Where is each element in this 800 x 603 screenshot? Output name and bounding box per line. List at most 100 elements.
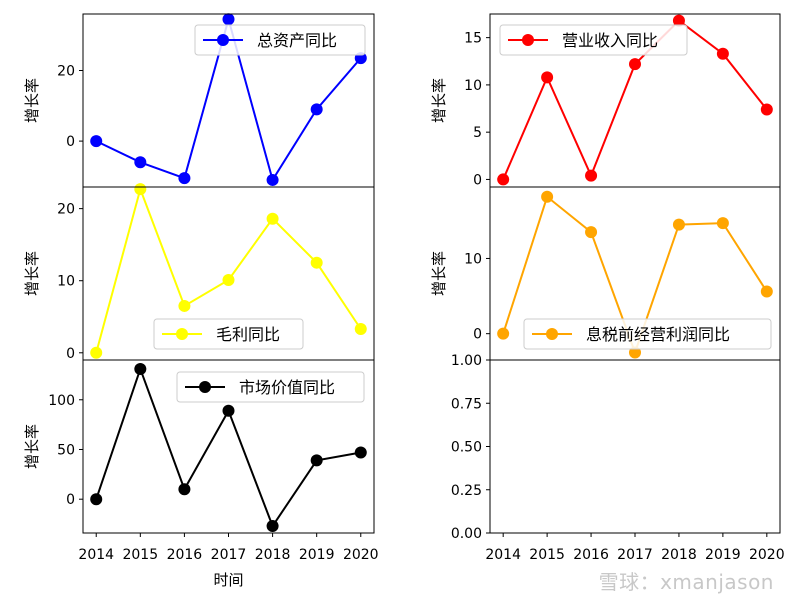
legend-box bbox=[523, 318, 772, 350]
y-tick-label: 0 bbox=[473, 172, 482, 188]
legend: 毛利同比 bbox=[153, 318, 304, 350]
data-point bbox=[134, 362, 147, 375]
legend-box bbox=[176, 371, 365, 403]
panel-1: 0 20 增长率 总资产同比 bbox=[23, 13, 375, 188]
data-point bbox=[134, 183, 147, 196]
data-point bbox=[310, 256, 323, 269]
y-tick-label: 0 bbox=[66, 134, 75, 150]
data-point bbox=[716, 47, 729, 60]
x-tick-label: 2016 bbox=[573, 547, 609, 563]
data-point bbox=[222, 404, 235, 417]
y-axis-label: 增长率 bbox=[23, 424, 41, 469]
x-tick-label: 2015 bbox=[122, 547, 158, 563]
y-tick-label: 20 bbox=[57, 63, 75, 79]
legend-marker bbox=[217, 34, 229, 46]
data-point bbox=[672, 14, 685, 27]
y-tick-label: 10 bbox=[464, 251, 482, 267]
y-tick-label: 100 bbox=[48, 393, 75, 409]
data-point bbox=[672, 218, 685, 231]
legend-box bbox=[194, 24, 366, 56]
data-point bbox=[310, 454, 323, 467]
data-point bbox=[178, 299, 191, 312]
x-tick-label: 2016 bbox=[167, 547, 203, 563]
y-tick-label: 1.00 bbox=[451, 353, 482, 369]
panel-2: 0 5 10 15 增长率 营业收入同比 bbox=[430, 13, 781, 188]
y-tick-label: 10 bbox=[57, 274, 75, 290]
y-axis-label: 增长率 bbox=[23, 78, 41, 123]
data-point bbox=[266, 212, 279, 225]
x-tick-label: 2019 bbox=[705, 547, 741, 563]
data-point bbox=[134, 156, 147, 169]
data-point bbox=[760, 103, 773, 116]
legend-label: 市场价值同比 bbox=[239, 378, 335, 397]
x-tick-label: 2018 bbox=[255, 547, 291, 563]
x-tick-label: 2014 bbox=[78, 547, 114, 563]
y-tick-label: 0 bbox=[66, 492, 75, 508]
y-tick-label: 15 bbox=[464, 31, 482, 47]
legend-box bbox=[499, 24, 688, 56]
legend-label: 总资产同比 bbox=[257, 31, 337, 50]
legend-label: 息税前经营利润同比 bbox=[586, 325, 730, 344]
data-point bbox=[585, 169, 598, 182]
data-point bbox=[178, 483, 191, 496]
legend-marker bbox=[199, 381, 211, 393]
y-axis-label: 增长率 bbox=[430, 251, 448, 296]
data-point bbox=[90, 346, 103, 359]
y-tick-label: 0.25 bbox=[451, 483, 482, 499]
legend-label: 毛利同比 bbox=[216, 325, 280, 344]
x-tick-label: 2019 bbox=[299, 547, 335, 563]
x-tick-label: 2020 bbox=[343, 547, 379, 563]
y-tick-label: 50 bbox=[57, 442, 75, 458]
data-point bbox=[178, 172, 191, 185]
data-point bbox=[90, 135, 103, 148]
axes-frame bbox=[489, 359, 781, 534]
y-axis-label: 增长率 bbox=[430, 78, 448, 123]
data-point bbox=[716, 217, 729, 230]
data-point bbox=[266, 520, 279, 533]
watermark: 雪球：xmanjason bbox=[598, 570, 774, 594]
axes-frame bbox=[82, 359, 375, 534]
legend: 营业收入同比 bbox=[499, 24, 688, 56]
x-axis-label: 时间 bbox=[213, 571, 243, 589]
y-tick-label: 0 bbox=[473, 327, 482, 343]
y-axis-label: 增长率 bbox=[23, 251, 41, 296]
x-tick-label: 2018 bbox=[661, 547, 697, 563]
legend: 市场价值同比 bbox=[176, 371, 365, 403]
data-point bbox=[266, 173, 279, 186]
legend-box bbox=[153, 318, 304, 350]
legend-marker bbox=[522, 34, 534, 46]
x-tick-label: 2020 bbox=[749, 547, 785, 563]
data-point bbox=[541, 71, 554, 84]
data-point bbox=[222, 13, 235, 26]
data-point bbox=[497, 173, 510, 186]
y-tick-label: 0.50 bbox=[451, 440, 482, 456]
data-point bbox=[354, 446, 367, 459]
panel-6: 0.00 0.25 0.50 0.75 1.00 2014 2015 2016 2017 2018… bbox=[451, 353, 785, 563]
x-tick-label: 2017 bbox=[617, 547, 653, 563]
legend: 总资产同比 bbox=[194, 24, 366, 56]
x-tick-label: 2017 bbox=[211, 547, 247, 563]
data-point bbox=[310, 103, 323, 116]
y-tick-label: 0 bbox=[66, 346, 75, 362]
y-tick-label: 20 bbox=[57, 202, 75, 218]
data-point bbox=[90, 493, 103, 506]
data-point bbox=[222, 273, 235, 286]
y-tick-label: 0.75 bbox=[451, 396, 482, 412]
y-tick-label: 5 bbox=[473, 125, 482, 141]
legend: 息税前经营利润同比 bbox=[523, 318, 772, 350]
legend-marker bbox=[176, 328, 188, 340]
x-tick-label: 2015 bbox=[529, 547, 565, 563]
legend-label: 营业收入同比 bbox=[562, 31, 658, 50]
y-tick-label: 10 bbox=[464, 78, 482, 94]
data-point bbox=[541, 190, 554, 203]
data-point bbox=[354, 323, 367, 336]
data-point bbox=[629, 58, 641, 71]
y-tick-label: 0.00 bbox=[451, 526, 482, 542]
data-point bbox=[497, 327, 510, 340]
data-point bbox=[760, 285, 773, 298]
x-tick-label: 2014 bbox=[485, 547, 521, 563]
